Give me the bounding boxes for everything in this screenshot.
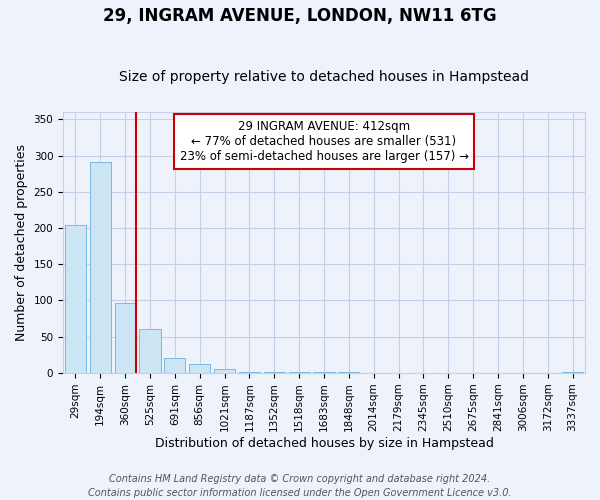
Bar [115,302,136,373]
Bar [338,372,359,373]
Bar [189,364,210,373]
Bar [164,358,185,373]
Text: 29, INGRAM AVENUE, LONDON, NW11 6TG: 29, INGRAM AVENUE, LONDON, NW11 6TG [103,8,497,26]
Title: Size of property relative to detached houses in Hampstead: Size of property relative to detached ho… [119,70,529,85]
Bar [562,372,583,373]
Bar [214,370,235,373]
Bar [264,372,285,373]
Bar [65,225,86,373]
Bar [239,372,260,373]
Bar [90,162,111,373]
Text: 29 INGRAM AVENUE: 412sqm
← 77% of detached houses are smaller (531)
23% of semi-: 29 INGRAM AVENUE: 412sqm ← 77% of detach… [179,120,469,163]
Text: Contains HM Land Registry data © Crown copyright and database right 2024.
Contai: Contains HM Land Registry data © Crown c… [88,474,512,498]
Y-axis label: Number of detached properties: Number of detached properties [15,144,28,341]
Bar [289,372,310,373]
Bar [139,329,161,373]
X-axis label: Distribution of detached houses by size in Hampstead: Distribution of detached houses by size … [155,437,493,450]
Bar [313,372,335,373]
